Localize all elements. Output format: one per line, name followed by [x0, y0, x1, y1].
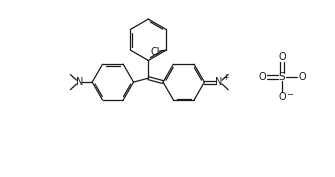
Text: N: N [76, 77, 83, 87]
Text: Cl: Cl [151, 47, 160, 57]
Text: O: O [278, 92, 286, 102]
Text: O: O [298, 72, 306, 82]
Text: O: O [278, 53, 286, 62]
Text: −: − [286, 90, 293, 99]
Text: +: + [222, 73, 228, 82]
Text: S: S [279, 72, 285, 82]
Text: N: N [215, 77, 223, 87]
Text: O: O [259, 72, 266, 82]
